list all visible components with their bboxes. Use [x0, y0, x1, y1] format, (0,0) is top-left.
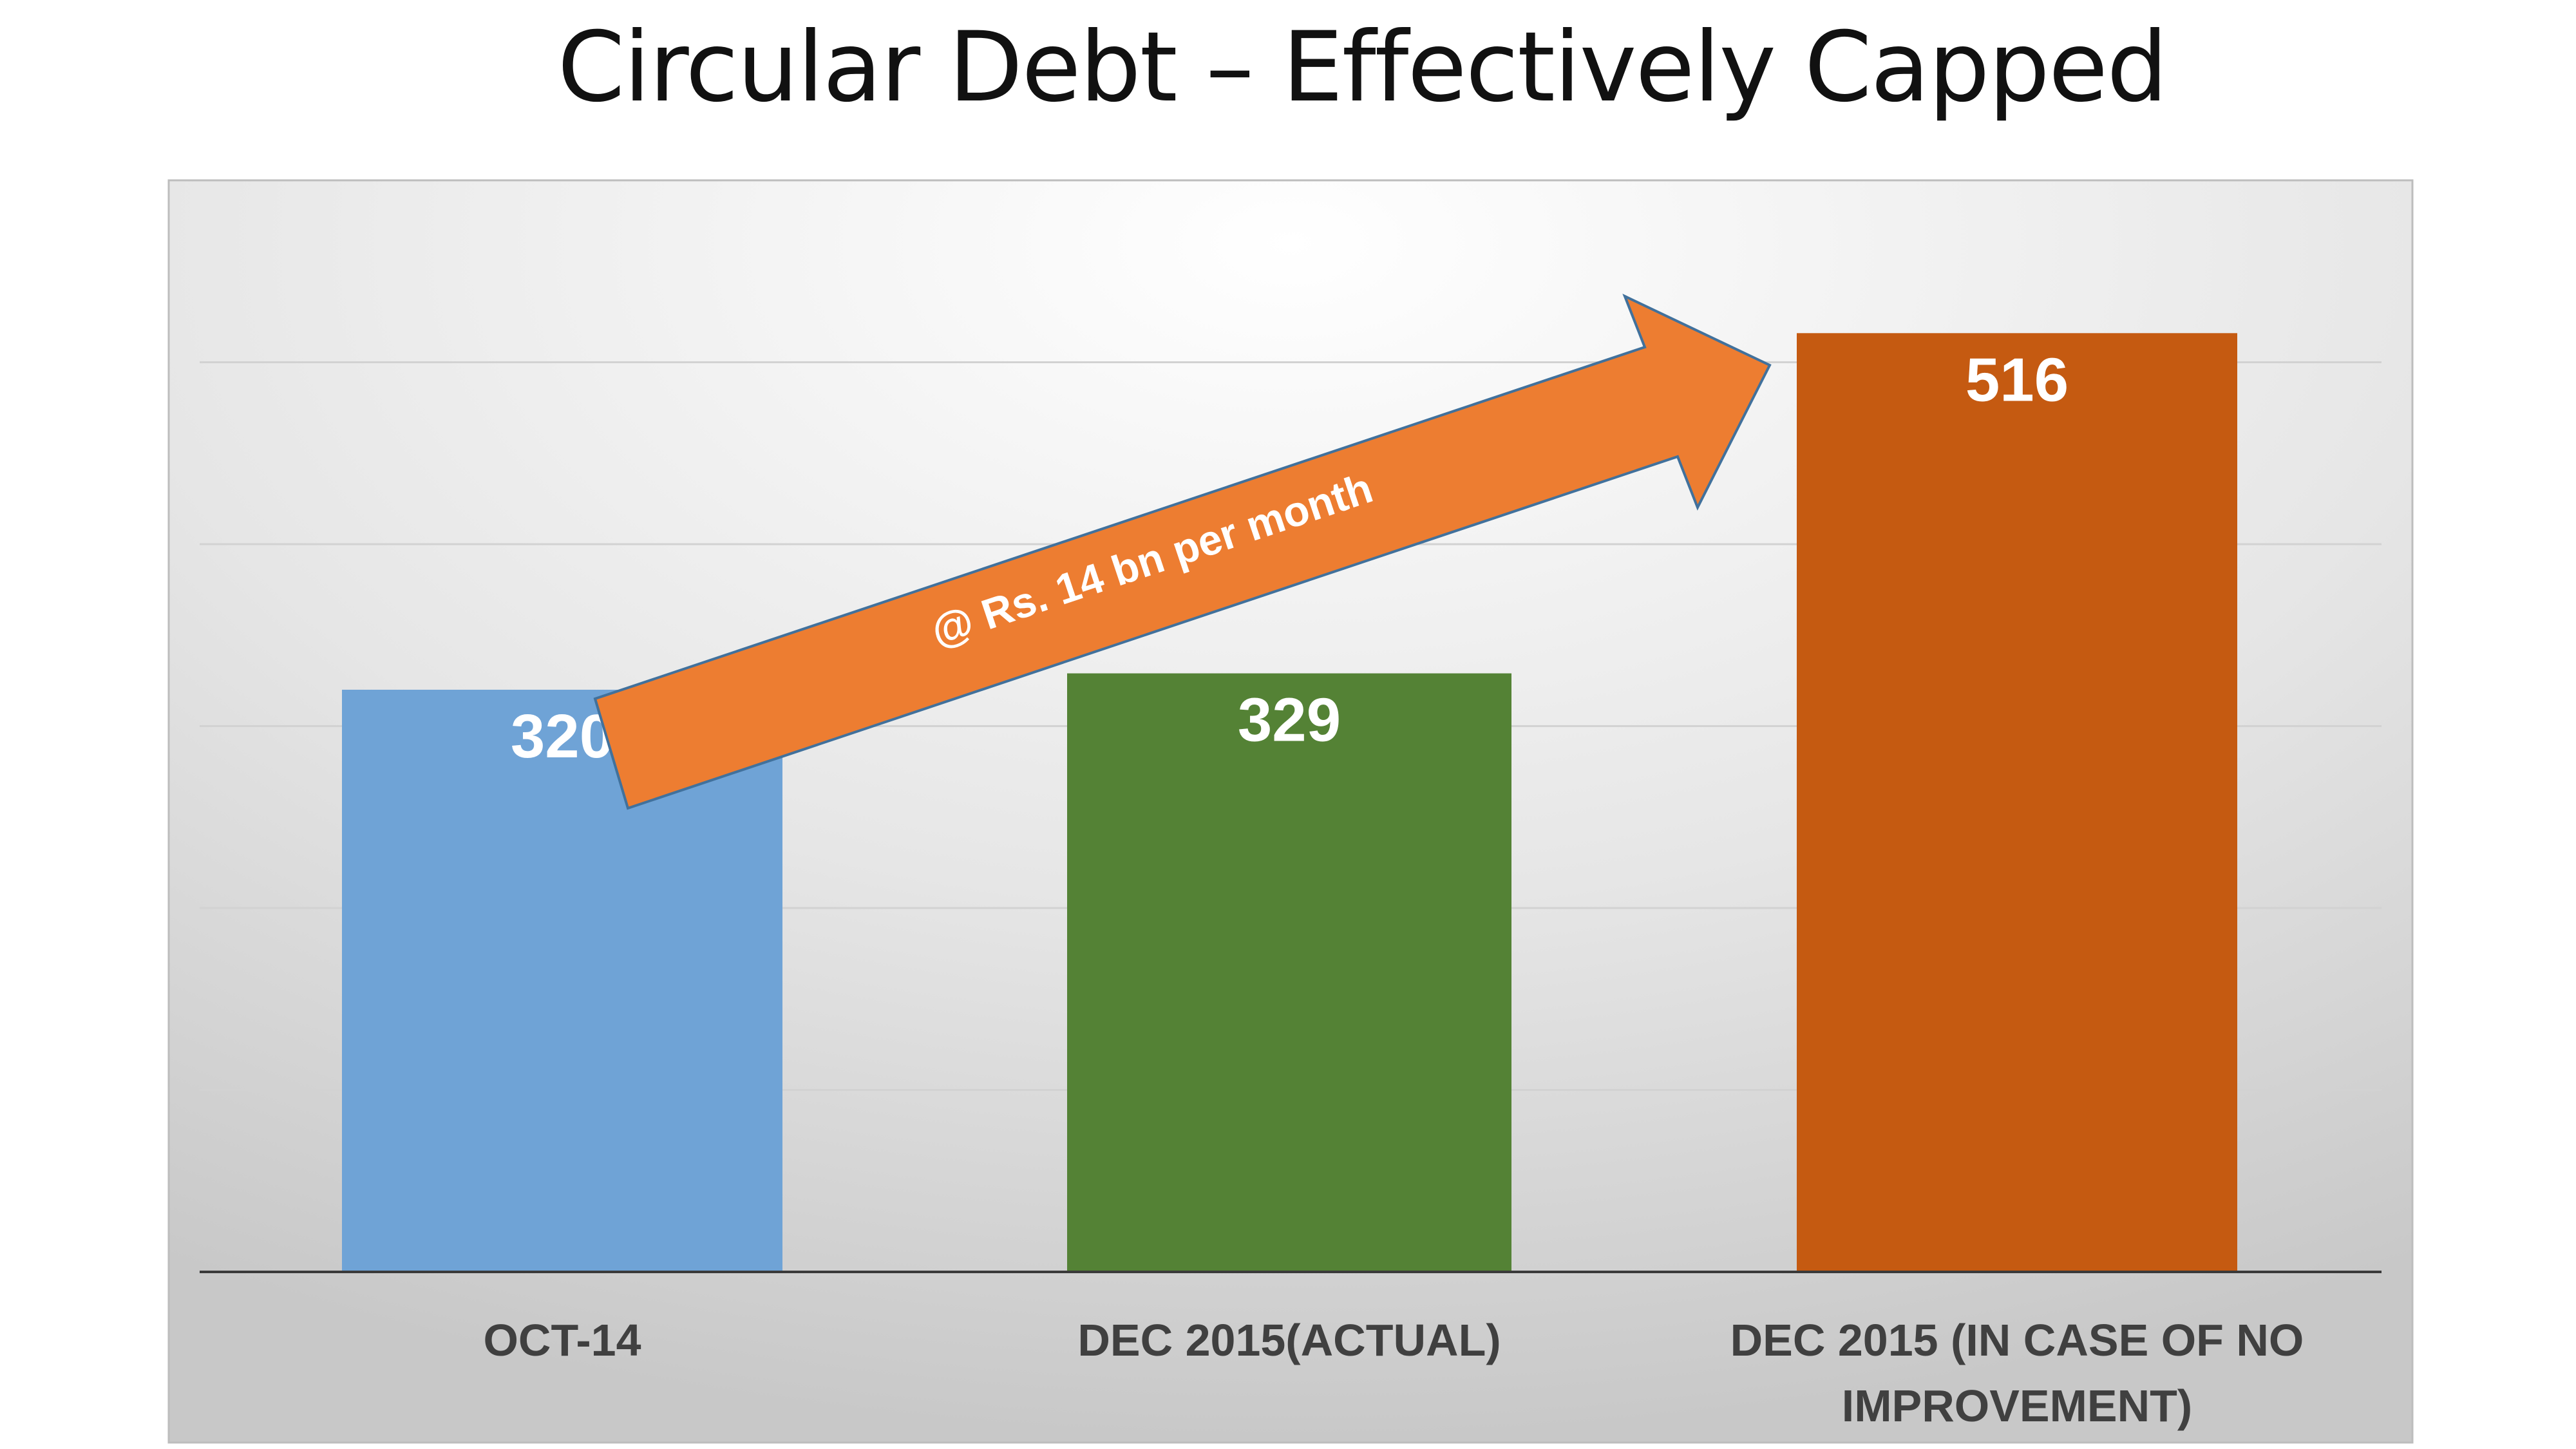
category-label: OCT-14 — [483, 1315, 641, 1365]
chart-title: Circular Debt – Effectively Capped — [557, 12, 2168, 124]
category-label: DEC 2015(ACTUAL) — [1077, 1315, 1501, 1365]
category-label: IMPROVEMENT) — [1842, 1381, 2192, 1431]
bar — [342, 690, 782, 1272]
bar — [1067, 673, 1511, 1272]
bar — [1797, 333, 2237, 1272]
bars: 320 329 516 — [342, 333, 2237, 1272]
category-labels: OCT-14 DEC 2015(ACTUAL) DEC 2015 (IN CASE … — [483, 1315, 2304, 1431]
bar-value-label: 320 — [511, 702, 614, 771]
trend-arrow-shape — [593, 294, 1772, 810]
category-label: DEC 2015 (IN CASE OF NO — [1730, 1315, 2304, 1365]
bar-value-label: 516 — [1965, 345, 2069, 414]
bar-value-label: 329 — [1238, 686, 1341, 755]
